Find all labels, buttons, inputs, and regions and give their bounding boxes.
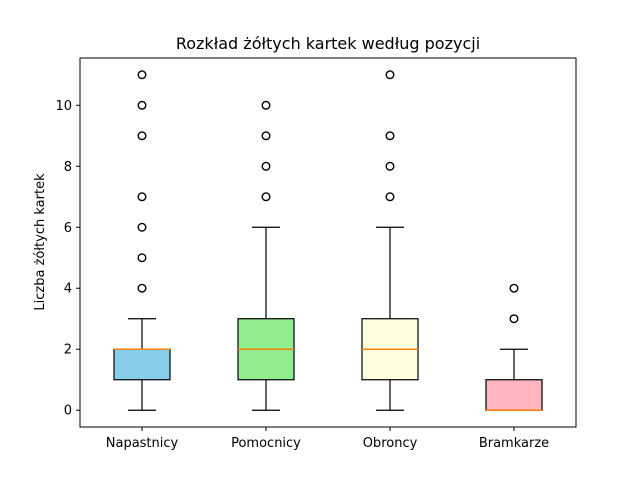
y-tick-label: 10	[55, 99, 72, 114]
outlier-point	[261, 131, 271, 141]
outlier-point	[137, 70, 147, 80]
chart-title: Rozkład żółtych kartek według pozycji	[176, 34, 480, 53]
outlier-point	[137, 283, 147, 293]
outlier-point	[385, 192, 395, 202]
outlier-point	[385, 161, 395, 171]
x-tick-label: Pomocnicy	[231, 436, 301, 451]
outlier-point	[509, 283, 519, 293]
outlier-point	[137, 131, 147, 141]
outlier-point	[137, 222, 147, 232]
outlier-point	[137, 100, 147, 110]
outlier-point	[385, 70, 395, 80]
y-tick-label: 6	[64, 221, 72, 236]
box-bramkarze	[485, 379, 543, 411]
axes-frame	[79, 57, 577, 428]
y-axis-label: Liczba żółtych kartek	[33, 173, 48, 311]
plot-area: 0 2 4 6 8 10 Napastnicy Pomocnicy Obroncy Bramkar…	[55, 70, 549, 451]
y-tick-label: 2	[64, 343, 72, 358]
outlier-point	[261, 100, 271, 110]
outlier-point	[261, 161, 271, 171]
y-tick-label: 8	[64, 160, 72, 175]
y-tick-label: 0	[64, 404, 72, 419]
y-tick-label: 4	[64, 282, 72, 297]
x-tick-label: Obroncy	[363, 436, 418, 451]
outlier-point	[137, 192, 147, 202]
outlier-point	[137, 253, 147, 263]
x-tick-label: Napastnicy	[106, 436, 179, 451]
box-napastnicy	[113, 348, 171, 381]
outlier-point	[261, 192, 271, 202]
outlier-point	[385, 131, 395, 141]
x-tick-label: Bramkarze	[479, 436, 549, 451]
outlier-point	[509, 314, 519, 324]
